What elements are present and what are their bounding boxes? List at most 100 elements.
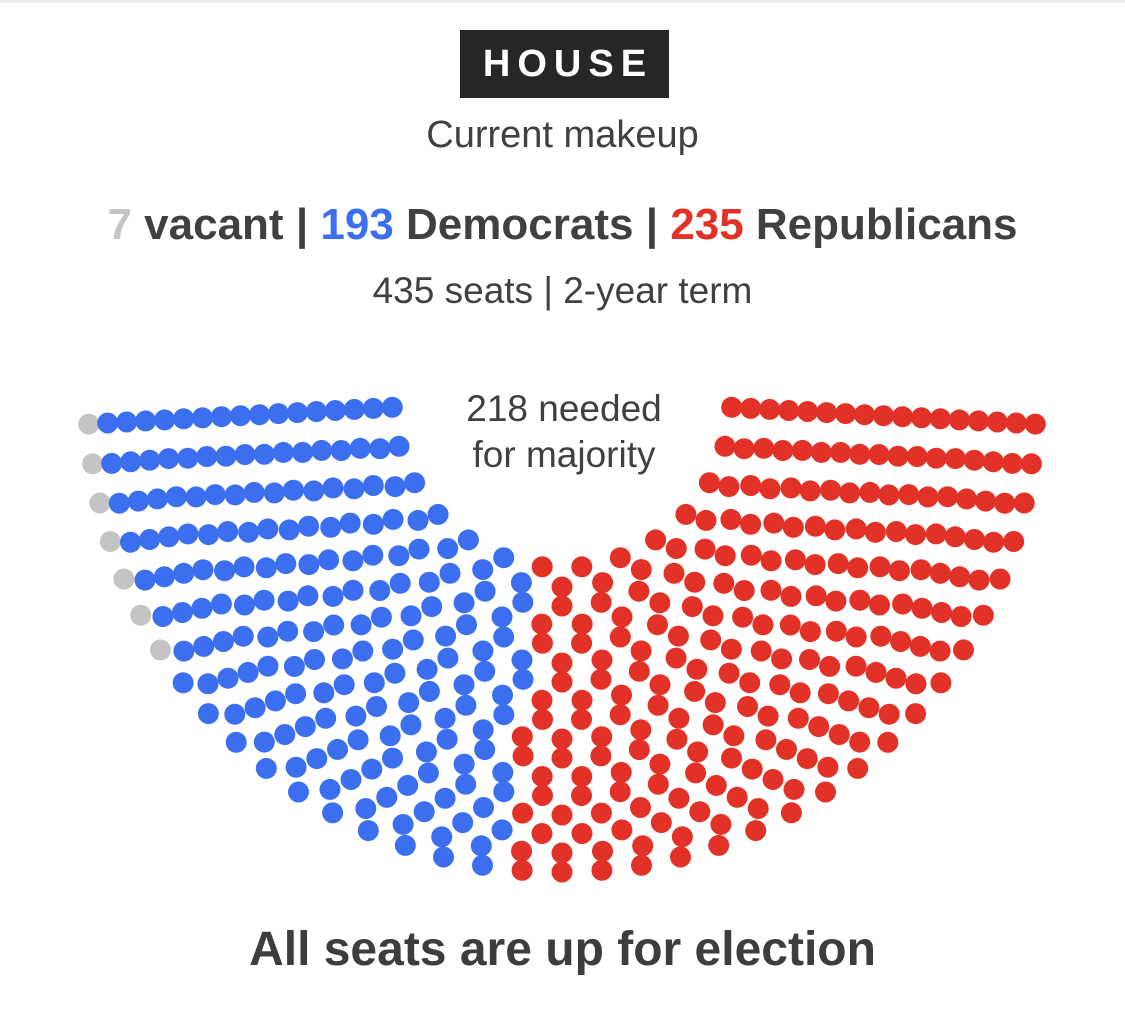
seat-republicans xyxy=(705,774,727,796)
seat-democrats xyxy=(298,515,320,537)
seat-democrats xyxy=(397,774,419,796)
seat-democrats xyxy=(349,437,371,459)
seat-democrats xyxy=(437,538,459,559)
seat-democrats xyxy=(210,593,232,615)
seat-republicans xyxy=(820,479,842,501)
seat-democrats xyxy=(511,649,533,671)
seat-democrats xyxy=(318,549,340,571)
seat-republicans xyxy=(783,778,805,800)
seat-republicans xyxy=(787,707,809,729)
seat-democrats xyxy=(120,451,142,473)
seat-democrats xyxy=(361,758,383,780)
seat-republicans xyxy=(824,519,846,541)
seat-republicans xyxy=(590,591,612,613)
seat-democrats xyxy=(427,503,449,525)
seat-democrats xyxy=(472,854,493,876)
seat-republicans xyxy=(763,512,785,534)
seat-democrats xyxy=(330,440,352,461)
seat-democrats xyxy=(389,572,411,594)
seat-republicans xyxy=(631,854,652,876)
seat-republicans xyxy=(750,640,772,662)
seat-democrats xyxy=(257,518,279,540)
seat-republicans xyxy=(816,402,838,424)
seat-republicans xyxy=(931,602,953,623)
seat-democrats xyxy=(139,449,161,471)
seat-republicans xyxy=(804,554,826,576)
seat-republicans xyxy=(911,407,932,429)
seat-republicans xyxy=(983,531,1004,553)
seat-democrats xyxy=(474,580,496,602)
seat-democrats xyxy=(394,834,416,856)
seat-democrats xyxy=(400,605,422,627)
seat-democrats xyxy=(369,438,391,460)
seat-democrats xyxy=(146,488,168,510)
seat-republicans xyxy=(512,745,534,767)
seat-republicans xyxy=(769,674,791,696)
seat-republicans xyxy=(710,813,732,835)
seat-republicans xyxy=(531,613,553,635)
seat-democrats xyxy=(253,443,275,465)
seat-democrats xyxy=(283,655,305,677)
seat-democrats xyxy=(433,846,454,868)
seat-republicans xyxy=(532,708,553,730)
seat-democrats xyxy=(381,396,403,418)
seat-democrats xyxy=(342,579,364,601)
seat-republicans xyxy=(720,508,742,530)
seat-democrats xyxy=(382,747,403,769)
seat-democrats xyxy=(217,667,239,689)
seat-democrats xyxy=(491,606,513,628)
seat-republicans xyxy=(835,403,857,425)
seat-democrats xyxy=(418,571,440,593)
seat-republicans xyxy=(647,773,669,795)
seat-democrats xyxy=(97,412,119,434)
seat-democrats xyxy=(172,672,194,694)
seat-democrats xyxy=(173,562,195,584)
seat-democrats xyxy=(286,402,308,424)
seat-democrats xyxy=(347,729,369,751)
seat-republicans xyxy=(929,640,951,662)
seat-democrats xyxy=(282,479,304,501)
seat-democrats xyxy=(211,406,232,428)
seat-republicans xyxy=(571,689,593,711)
seat-democrats xyxy=(292,441,314,463)
seat-republicans xyxy=(1001,452,1023,474)
seat-democrats xyxy=(455,773,477,795)
seat-democrats xyxy=(257,655,279,677)
seat-republicans xyxy=(531,823,553,844)
seat-republicans xyxy=(663,562,685,584)
seat-democrats xyxy=(274,724,296,745)
seat-republicans xyxy=(865,661,887,683)
seat-democrats xyxy=(197,673,219,695)
seat-republicans xyxy=(953,639,974,661)
seat-republicans xyxy=(949,566,971,588)
seat-republicans xyxy=(630,797,651,818)
seat-democrats xyxy=(342,550,364,572)
seat-democrats xyxy=(139,529,161,550)
seat-republicans xyxy=(847,557,869,579)
seat-republicans xyxy=(645,529,667,551)
seat-democrats xyxy=(288,781,309,803)
seat-democrats xyxy=(398,692,420,714)
seat-republicans xyxy=(531,689,553,711)
seat-republicans xyxy=(511,859,533,881)
seat-republicans xyxy=(721,396,743,418)
seat-republicans xyxy=(647,614,668,636)
seat-republicans xyxy=(571,556,593,578)
seat-republicans xyxy=(869,556,891,578)
seat-vacant xyxy=(82,453,104,475)
seat-republicans xyxy=(752,614,774,636)
seat-republicans xyxy=(737,696,758,717)
seat-republicans xyxy=(609,547,631,569)
seat-democrats xyxy=(491,819,513,841)
seat-democrats xyxy=(453,753,475,775)
vacant-count: 7 xyxy=(107,200,132,249)
seat-republicans xyxy=(929,408,951,430)
seat-democrats xyxy=(101,452,123,474)
seat-republicans xyxy=(956,488,978,510)
seat-republicans xyxy=(733,580,755,601)
seat-democrats xyxy=(408,538,430,560)
seat-republicans xyxy=(830,441,852,463)
seat-republicans xyxy=(590,745,612,767)
seat-democrats xyxy=(323,614,345,636)
seat-democrats xyxy=(493,626,515,648)
